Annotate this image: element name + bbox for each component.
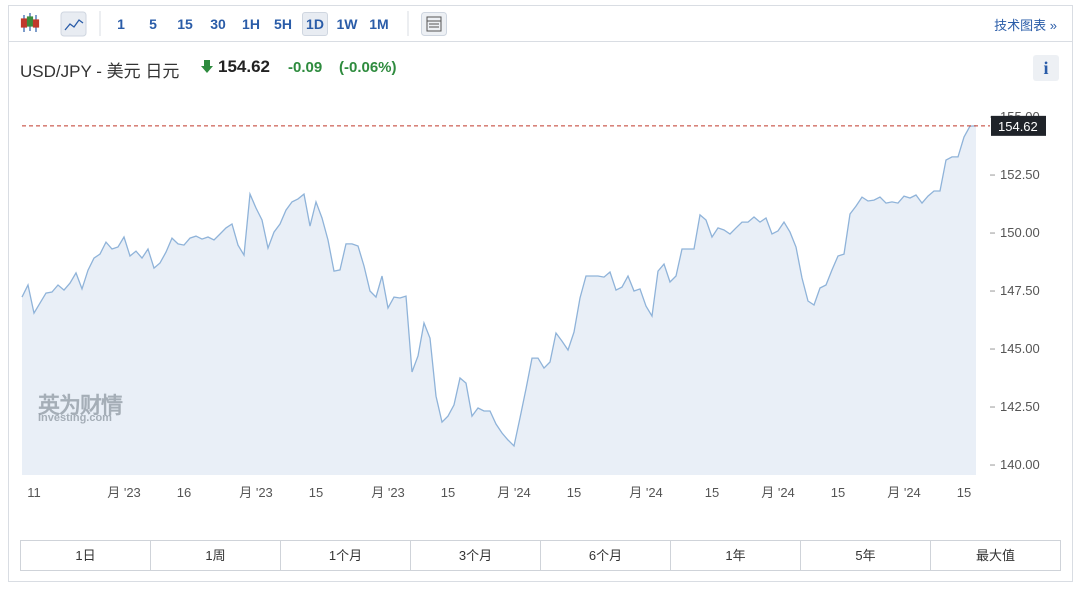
x-tick-label: 15 (441, 485, 455, 500)
price: 154.62 (218, 57, 270, 76)
x-tick-label: 月 '23 (239, 485, 273, 500)
y-tick-label: 140.00 (1000, 457, 1040, 472)
y-tick-label: 142.50 (1000, 399, 1040, 414)
table-icon[interactable] (421, 12, 447, 36)
range-button[interactable]: 1周 (150, 541, 280, 570)
x-tick-label: 月 '24 (761, 485, 795, 500)
y-tick-label: 147.50 (1000, 283, 1040, 298)
price-line (21, 125, 977, 448)
x-tick-label: 月 '23 (371, 485, 405, 500)
interval-button[interactable]: 5H (274, 16, 292, 32)
change-percent: (-0.06%) (339, 59, 397, 76)
y-tick-label: 152.50 (1000, 167, 1040, 182)
technical-chart-link[interactable]: 技术图表 » (994, 18, 1057, 33)
interval-button[interactable]: 1 (117, 16, 125, 32)
range-button[interactable]: 6个月 (540, 541, 670, 570)
info-button[interactable]: i (1033, 55, 1059, 81)
interval-button[interactable]: 1W (336, 16, 358, 32)
interval-button[interactable]: 30 (210, 16, 226, 32)
interval-button[interactable]: 1H (242, 16, 260, 32)
line-icon (64, 19, 84, 31)
change: -0.09 (288, 59, 323, 76)
last-price-box (991, 115, 1046, 136)
x-tick-label: 11 (27, 485, 41, 500)
x-tick-label: 15 (831, 485, 845, 500)
chart: 140.00142.50145.00147.50150.00152.50155.… (21, 109, 1046, 500)
x-tick-label: 月 '24 (629, 485, 663, 500)
watermark-cn: 英为财情 (38, 393, 123, 418)
interval-button[interactable]: 15 (177, 16, 193, 32)
y-tick-label: 150.00 (1000, 225, 1040, 240)
x-tick-label: 16 (177, 485, 191, 500)
interval-button[interactable]: 1D (302, 12, 328, 36)
interval-button[interactable]: 1M (369, 16, 389, 32)
range-button[interactable]: 1日 (75, 548, 96, 563)
range-button[interactable]: 3个月 (410, 541, 540, 570)
toolbar: 技术图表 » 1 5 15 30 1H 5H 1D 1W 1M (8, 5, 1073, 42)
x-tick-label: 月 '24 (497, 485, 531, 500)
x-tick-label: 15 (705, 485, 719, 500)
range-bar: 1日 1周 1个月 3个月 6个月 1年 5年 最大值 (20, 540, 1061, 571)
last-price-label: 154.62 (998, 119, 1038, 134)
down-arrow (201, 60, 213, 73)
candle-icon[interactable] (20, 13, 40, 32)
frame (8, 5, 1073, 582)
x-tick-label: 15 (567, 485, 581, 500)
line-icon-bg[interactable] (60, 11, 87, 37)
range-button[interactable]: 最大值 (930, 541, 1060, 570)
y-tick-label: 145.00 (1000, 341, 1040, 356)
range-button[interactable]: 5年 (800, 541, 930, 570)
toolbar-icons (20, 11, 409, 37)
range-button[interactable]: 1年 (670, 541, 800, 570)
range-button[interactable]: 1个月 (280, 541, 410, 570)
x-tick-label: 月 '24 (887, 485, 921, 500)
x-tick-label: 月 '23 (107, 485, 141, 500)
interval-button[interactable]: 5 (149, 16, 157, 32)
x-tick-label: 15 (309, 485, 323, 500)
watermark-en: Investing.com (38, 412, 112, 424)
symbol: USD/JPY - 美元 日元 (20, 62, 180, 81)
x-tick-label: 15 (957, 485, 971, 500)
area-fill (22, 125, 976, 476)
